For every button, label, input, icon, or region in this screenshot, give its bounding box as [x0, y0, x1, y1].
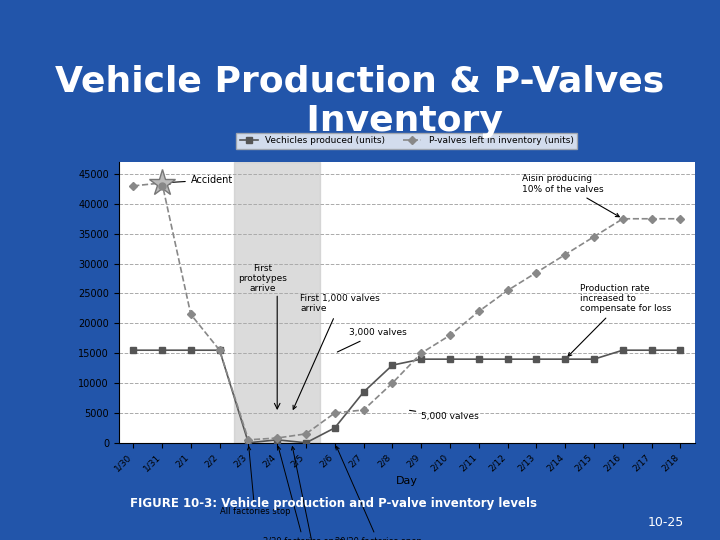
Vechicles produced (units) [359, 389, 368, 395]
Vechicles produced (units) [618, 347, 627, 354]
P-valves left in inventory (units) [388, 380, 397, 386]
Vechicles produced (units) [158, 347, 166, 354]
Vechicles produced (units) [417, 356, 426, 362]
Text: FIGURE 10-3: Vehicle production and P-valve inventory levels: FIGURE 10-3: Vehicle production and P-va… [130, 497, 536, 510]
Vechicles produced (units) [474, 356, 483, 362]
P-valves left in inventory (units) [273, 435, 282, 441]
Text: 20/20 factories open: 20/20 factories open [335, 447, 422, 540]
P-valves left in inventory (units) [186, 311, 195, 318]
Vechicles produced (units) [244, 440, 253, 446]
Line: P-valves left in inventory (units): P-valves left in inventory (units) [130, 180, 683, 443]
Vechicles produced (units) [590, 356, 598, 362]
P-valves left in inventory (units) [590, 233, 598, 240]
Vechicles produced (units) [446, 356, 454, 362]
Vechicles produced (units) [302, 440, 310, 446]
Vechicles produced (units) [503, 356, 512, 362]
Text: Production rate
increased to
compensate for loss: Production rate increased to compensate … [568, 284, 671, 356]
Text: Vehicle Production & P-Valves
       Inventory: Vehicle Production & P-Valves Inventory [55, 65, 665, 138]
Text: Accident: Accident [166, 175, 233, 185]
Legend: Vechicles produced (units), P-valves left in inventory (units): Vechicles produced (units), P-valves lef… [236, 133, 577, 149]
Text: 10-25: 10-25 [648, 516, 684, 529]
Vechicles produced (units) [532, 356, 541, 362]
Vechicles produced (units) [388, 362, 397, 368]
P-valves left in inventory (units) [417, 350, 426, 356]
Vechicles produced (units) [273, 436, 282, 443]
Bar [234, 162, 320, 443]
P-valves left in inventory (units) [359, 407, 368, 413]
Vechicles produced (units) [129, 347, 138, 354]
Text: All factories stop: All factories stop [220, 447, 290, 516]
Vechicles produced (units) [561, 356, 570, 362]
Vechicles produced (units) [676, 347, 685, 354]
P-valves left in inventory (units) [647, 215, 656, 222]
P-valves left in inventory (units) [676, 215, 685, 222]
X-axis label: Day: Day [396, 476, 418, 486]
P-valves left in inventory (units) [129, 183, 138, 189]
P-valves left in inventory (units) [503, 287, 512, 294]
Text: First 1,000 valves
arrive: First 1,000 valves arrive [293, 294, 380, 409]
Vechicles produced (units) [330, 424, 339, 431]
P-valves left in inventory (units) [330, 410, 339, 416]
P-valves left in inventory (units) [561, 251, 570, 258]
P-valves left in inventory (units) [158, 180, 166, 186]
Vechicles produced (units) [186, 347, 195, 354]
Text: Aisin producing
10% of the valves: Aisin producing 10% of the valves [522, 174, 619, 217]
P-valves left in inventory (units) [215, 347, 224, 354]
Text: 3,000 valves: 3,000 valves [337, 328, 407, 352]
Vechicles produced (units) [215, 347, 224, 354]
P-valves left in inventory (units) [618, 215, 627, 222]
P-valves left in inventory (units) [474, 308, 483, 315]
Text: First
prototypes
arrive: First prototypes arrive [238, 264, 287, 293]
Vechicles produced (units) [647, 347, 656, 354]
P-valves left in inventory (units) [532, 269, 541, 276]
Text: 5,000 valves: 5,000 valves [410, 410, 479, 421]
Text: 2/20 factories open: 2/20 factories open [263, 447, 344, 540]
P-valves left in inventory (units) [302, 430, 310, 437]
Text: 4/20 factories open: 4/20 factories open [277, 447, 359, 540]
P-valves left in inventory (units) [446, 332, 454, 339]
P-valves left in inventory (units) [244, 436, 253, 443]
Line: Vechicles produced (units): Vechicles produced (units) [130, 347, 683, 446]
